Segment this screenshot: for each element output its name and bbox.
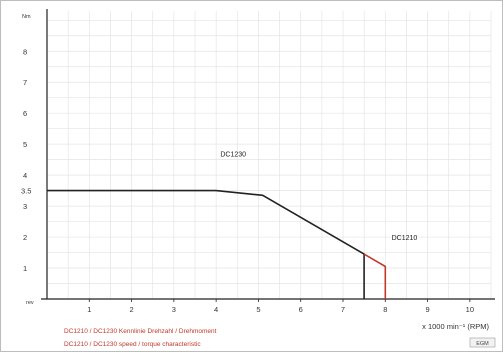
y-tick-label: 3 — [23, 202, 27, 211]
x-tick-label: 8 — [383, 305, 387, 314]
y-zero-label: rev — [26, 300, 34, 306]
y-tick-label: 2 — [23, 233, 27, 242]
x-tick-label: 9 — [425, 305, 429, 314]
y-tick-label: 6 — [23, 109, 27, 118]
y-unit-label: Nm — [22, 14, 31, 20]
x-tick-label: 1 — [87, 305, 91, 314]
y-tick-label: 1 — [23, 264, 27, 273]
series-lines — [47, 189, 387, 299]
footnote-de: DC1210 / DC1230 Kennlinie Drehzahl / Dre… — [64, 328, 217, 335]
x-axis-label: x 1000 min⁻¹ (RPM) — [422, 322, 489, 331]
axes — [41, 9, 495, 302]
x-tick-label: 7 — [341, 305, 345, 314]
annotation-dc1210: DC1210 — [392, 235, 418, 242]
brand-logo: EGM — [469, 337, 496, 348]
x-tick-label: 4 — [214, 305, 218, 314]
tick-labels: 1 2 3 4 5 6 7 8 9 10 1 2 3 4 5 6 7 8 3.5 — [21, 47, 474, 314]
y-tick-label: 5 — [23, 140, 27, 149]
y-tick-label-special: 3.5 — [21, 187, 31, 196]
y-tick-label: 7 — [23, 78, 27, 87]
y-tick-label: 4 — [23, 171, 27, 180]
x-tick-label: 6 — [299, 305, 303, 314]
brand-logo-text: EGM — [476, 341, 489, 347]
footnote-en: DC1210 / DC1230 speed / torque character… — [64, 341, 201, 348]
grid — [47, 11, 492, 299]
annotations: DC1230 DC1210 — [220, 152, 417, 243]
x-tick-label: 2 — [129, 305, 133, 314]
series-line-dc1230 — [47, 189, 365, 299]
annotation-dc1230: DC1230 — [220, 152, 246, 159]
x-tick-label: 3 — [172, 305, 176, 314]
series-line-dc1210 — [363, 253, 387, 299]
x-tick-label: 5 — [256, 305, 260, 314]
x-tick-label: 10 — [466, 305, 474, 314]
y-tick-label: 8 — [23, 47, 27, 56]
